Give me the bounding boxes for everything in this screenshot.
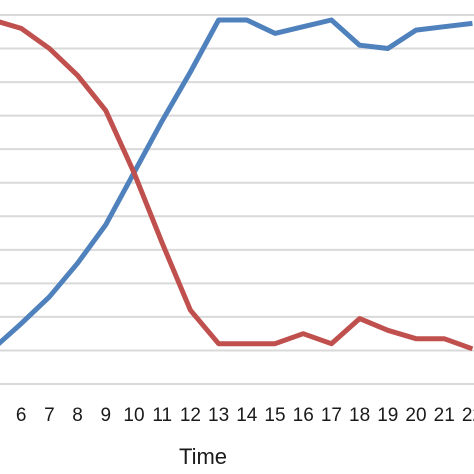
x-tick-label: 14	[236, 405, 258, 426]
x-tick-label: 9	[101, 405, 112, 426]
x-tick-label: 20	[405, 405, 426, 426]
x-tick-label: 21	[434, 405, 455, 426]
x-tick-label: 10	[123, 405, 144, 426]
x-tick-label: 17	[321, 405, 342, 426]
x-tick-label: 18	[349, 405, 370, 426]
x-tick-label: 6	[16, 405, 27, 426]
x-tick-label: 15	[264, 405, 285, 426]
gridlines	[0, 14, 474, 385]
x-tick-label: 13	[208, 405, 229, 426]
x-axis-title: Time	[179, 444, 227, 469]
x-tick-label: 16	[293, 405, 314, 426]
series-lines	[0, 17, 474, 352]
x-tick-label: 8	[72, 405, 83, 426]
x-tick-label: 11	[152, 405, 172, 426]
x-tick-label: 19	[377, 405, 398, 426]
x-tick-label: 12	[180, 405, 201, 426]
x-tick-label: 7	[44, 405, 55, 426]
series-line-1	[0, 17, 473, 346]
series-line-2	[0, 19, 474, 352]
x-tick-label: 22	[462, 405, 474, 426]
